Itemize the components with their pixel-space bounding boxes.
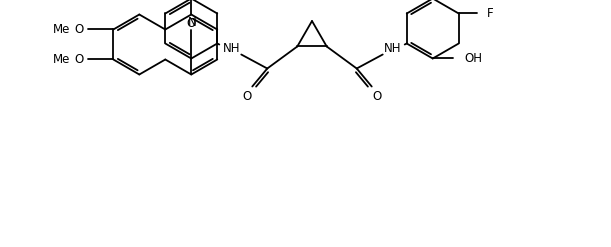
Text: NH: NH — [222, 42, 240, 55]
Text: O: O — [243, 90, 252, 103]
Text: Me: Me — [53, 53, 70, 66]
Text: NH: NH — [384, 42, 401, 55]
Text: O: O — [75, 53, 84, 66]
Text: Me: Me — [53, 23, 70, 36]
Text: OH: OH — [465, 52, 483, 65]
Text: F: F — [487, 7, 493, 20]
Text: O: O — [372, 90, 381, 103]
Text: O: O — [186, 17, 196, 30]
Text: O: O — [75, 23, 84, 36]
Text: N: N — [188, 16, 197, 29]
